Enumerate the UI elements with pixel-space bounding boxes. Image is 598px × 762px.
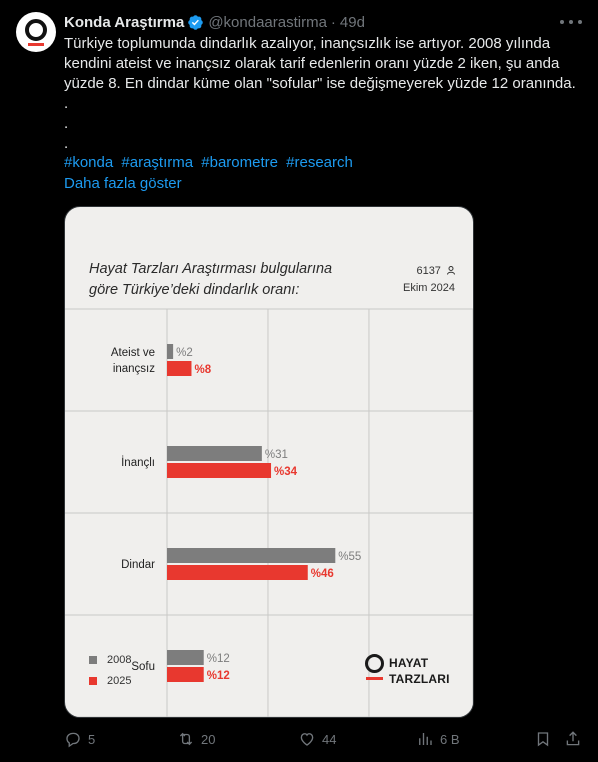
category-label: İnançlı bbox=[121, 456, 155, 469]
bar-2008 bbox=[167, 650, 204, 665]
sample-size: 6137 bbox=[403, 263, 455, 280]
repost-button[interactable]: 20 bbox=[177, 730, 215, 748]
legend-label-2008: 2008 bbox=[107, 653, 132, 666]
tweet-text-line: . bbox=[64, 135, 69, 152]
brand-underline bbox=[366, 677, 383, 680]
sample-size-value: 6137 bbox=[416, 265, 441, 277]
data-label-2025: %46 bbox=[311, 568, 334, 580]
konda-logo-ring bbox=[25, 19, 47, 41]
data-label-2025: %8 bbox=[194, 364, 211, 376]
hashtags: #konda #araştırma #barometre #research bbox=[64, 153, 357, 173]
data-label-2008: %31 bbox=[265, 449, 288, 461]
heart-icon bbox=[300, 733, 314, 746]
tweet-text-line: . bbox=[64, 115, 69, 132]
media-card[interactable]: Hayat Tarzları Araştırması bulgularına g… bbox=[64, 206, 474, 718]
share-icon bbox=[566, 731, 580, 746]
reply-button[interactable]: 5 bbox=[64, 730, 95, 748]
bar-chart: Ateist ve inançsız %2%8 İnançlı %31 %34 Dindar… bbox=[65, 308, 473, 717]
bookmark-icon bbox=[537, 732, 549, 747]
reply-icon bbox=[66, 732, 80, 748]
bar-2025 bbox=[167, 361, 192, 376]
tweet-actions: 5 20 44 6 B bbox=[64, 730, 586, 752]
data-label-2025: %34 bbox=[274, 466, 298, 478]
tweet-text: Türkiye toplumunda dindarlık azalıyor, i… bbox=[64, 34, 586, 154]
like-count: 44 bbox=[322, 731, 337, 747]
brand-mark bbox=[365, 654, 384, 673]
tweet-text-line: kendini ateist ve inançsız olarak tarif … bbox=[64, 55, 560, 72]
author-handle[interactable]: @kondaarastirma bbox=[208, 13, 327, 31]
category-label: Ateist ve inançsız bbox=[111, 347, 155, 375]
chart-title-line: Hayat Tarzları Araştırması bulgularına bbox=[89, 261, 333, 277]
author-name[interactable]: Konda Araştırma bbox=[64, 13, 185, 31]
avatar[interactable] bbox=[16, 12, 56, 52]
repost-count: 20 bbox=[201, 731, 216, 747]
tweet-text-line: Türkiye toplumunda dindarlık azalıyor, i… bbox=[64, 35, 551, 52]
separator-dot: · bbox=[330, 13, 336, 31]
legend-item-2008: 2008 bbox=[89, 649, 131, 670]
repost-icon bbox=[179, 732, 193, 746]
hashtag-link[interactable]: #araştırma bbox=[121, 154, 194, 171]
chart-legend: 2008 2025 bbox=[89, 649, 131, 691]
bookmark-button[interactable] bbox=[534, 730, 558, 748]
data-label-2025: %12 bbox=[207, 670, 230, 682]
category-label: Sofu bbox=[131, 661, 155, 673]
person-icon bbox=[447, 266, 455, 275]
hashtag-link[interactable]: #barometre bbox=[201, 154, 278, 171]
legend-label-2025: 2025 bbox=[107, 674, 132, 687]
hayat-tarzlari-logo: HAYAT TARZLARI bbox=[365, 654, 455, 686]
views-icon bbox=[419, 733, 432, 745]
brand-word: TARZLARI bbox=[389, 672, 450, 686]
tweet-header: Konda Araştırma @kondaarastirma · 49d bbox=[64, 12, 365, 32]
hashtag-link[interactable]: #research bbox=[286, 154, 353, 171]
bar-2025 bbox=[167, 667, 204, 682]
legend-swatch-2025 bbox=[89, 676, 97, 685]
verified-badge-icon[interactable] bbox=[187, 14, 204, 31]
view-count: 6 B bbox=[440, 731, 460, 747]
timestamp[interactable]: 49d bbox=[339, 13, 365, 31]
data-label-2008: %12 bbox=[207, 653, 230, 665]
survey-meta: 6137 Ekim 2024 bbox=[403, 263, 455, 297]
bar-2008 bbox=[167, 344, 174, 359]
share-button[interactable] bbox=[564, 730, 588, 748]
konda-logo-bar bbox=[28, 43, 44, 46]
bar-2025 bbox=[167, 565, 308, 580]
chart-title-line: göre Türkiye’deki dindarlık oranı: bbox=[89, 282, 300, 298]
brand-word: HAYAT bbox=[389, 656, 429, 670]
more-options-icon[interactable] bbox=[560, 13, 582, 31]
data-label-2008: %55 bbox=[338, 551, 361, 563]
hashtag-link[interactable]: #konda bbox=[64, 154, 114, 171]
chart-title: Hayat Tarzları Araştırması bulgularına g… bbox=[89, 259, 332, 301]
reply-count: 5 bbox=[88, 731, 96, 747]
data-label-2008: %2 bbox=[176, 347, 193, 359]
views-button[interactable]: 6 B bbox=[416, 730, 460, 748]
category-label: Dindar bbox=[121, 559, 155, 571]
tweet-text-line: . bbox=[64, 95, 69, 112]
tweet-text-line: yüzde 8. En dindar küme olan "sofular" i… bbox=[64, 75, 576, 92]
bar-2008 bbox=[167, 548, 336, 563]
survey-date: Ekim 2024 bbox=[403, 282, 455, 294]
legend-swatch-2008 bbox=[89, 655, 97, 664]
bar-2025 bbox=[167, 463, 272, 478]
like-button[interactable]: 44 bbox=[298, 730, 336, 748]
show-more-link[interactable]: Daha fazla göster bbox=[64, 175, 182, 192]
legend-item-2025: 2025 bbox=[89, 670, 131, 691]
bar-2008 bbox=[167, 446, 262, 461]
